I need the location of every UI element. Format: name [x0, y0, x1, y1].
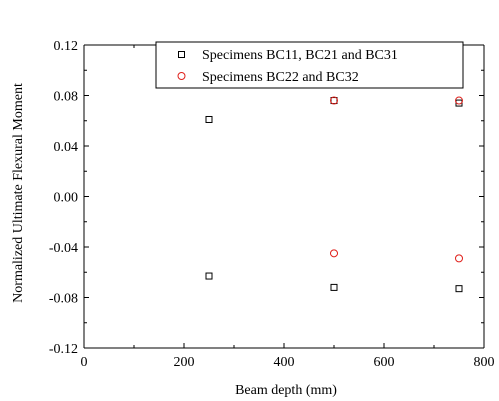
y-axis-label: Normalized Ultimate Flexural Moment — [11, 83, 26, 303]
legend-label-series-1: Specimens BC11, BC21 and BC31 — [202, 48, 398, 63]
y-tick-label: -0.04 — [49, 241, 78, 256]
data-point-circle — [455, 96, 463, 105]
y-tick-label: 0.08 — [54, 90, 79, 105]
data-point-circle — [330, 249, 338, 258]
legend-marker-circle — [177, 72, 186, 80]
y-axis-ticks: -0.12 -0.08 -0.04 0.00 0.04 0.08 0.12 — [49, 39, 484, 357]
x-tick-label: 800 — [474, 355, 495, 370]
data-point-circle — [455, 254, 463, 263]
data-point-square — [330, 283, 338, 291]
y-tick-label: 0.00 — [54, 191, 79, 206]
data-point-square — [205, 272, 213, 280]
data-point-circle — [330, 96, 338, 105]
legend-marker-square — [178, 51, 185, 58]
x-tick-label: 400 — [274, 355, 295, 370]
data-point-square — [455, 285, 463, 293]
y-tick-label: -0.12 — [49, 342, 78, 357]
data-points — [205, 96, 463, 293]
y-tick-label: -0.08 — [49, 292, 78, 307]
y-tick-label: 0.12 — [54, 39, 79, 54]
x-tick-label: 600 — [374, 355, 395, 370]
legend: Specimens BC11, BC21 and BC31 Specimens … — [155, 41, 464, 89]
x-tick-label: 200 — [174, 355, 195, 370]
data-point-square — [330, 97, 338, 105]
y-tick-label: 0.04 — [54, 140, 79, 155]
x-axis-label: Beam depth (mm) — [235, 383, 337, 398]
legend-box — [155, 41, 464, 89]
x-axis-ticks: 0 200 400 600 800 — [81, 45, 495, 370]
legend-label-series-2: Specimens BC22 and BC32 — [202, 70, 359, 85]
data-point-square — [205, 115, 213, 123]
x-tick-label: 0 — [81, 355, 88, 370]
plot-frame — [83, 44, 485, 349]
